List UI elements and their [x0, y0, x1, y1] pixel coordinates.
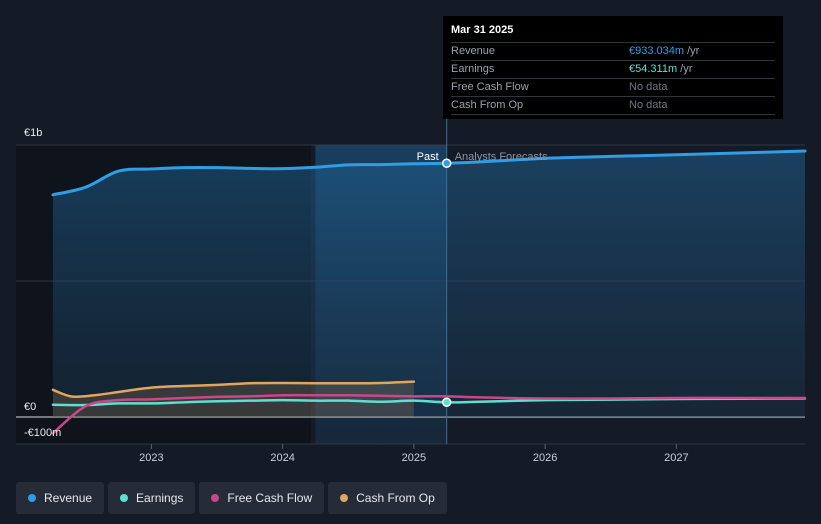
x-tick-label: 2025 — [402, 452, 426, 464]
cash_from_op-line — [51, 380, 416, 399]
tooltip-row-name: Cash From Op — [451, 99, 524, 111]
tooltip-row: Earnings €54.311m /yr — [451, 60, 775, 78]
x-tick-label: 2023 — [139, 452, 163, 464]
tooltip-row-name: Free Cash Flow — [451, 81, 529, 93]
legend-label: Revenue — [44, 491, 93, 505]
legend: Revenue Earnings Free Cash Flow Cash From O… — [16, 482, 447, 514]
legend-item-earnings[interactable]: Earnings — [108, 482, 196, 514]
past-label: Past — [417, 151, 439, 163]
y-tick-label: €1b — [24, 127, 42, 139]
tooltip-row-name: Revenue — [451, 45, 496, 57]
tooltip-row: Cash From Op No data — [451, 96, 775, 115]
tooltip-row: Revenue €933.034m /yr — [451, 42, 775, 60]
x-tick-label: 2027 — [664, 452, 688, 464]
legend-item-revenue[interactable]: Revenue — [16, 482, 105, 514]
y-axis-ticks: €1b €0 -€100m — [24, 127, 61, 439]
highlight-points — [441, 158, 452, 407]
legend-item-cash-from-op[interactable]: Cash From Op — [328, 482, 447, 514]
legend-dot-icon — [211, 494, 220, 502]
revenue-highlight-point — [441, 158, 452, 168]
tooltip-rows: Revenue €933.034m /yr Earnings €54.311m /yr… — [451, 42, 775, 115]
tooltip-panel: Mar 31 2025 Revenue €933.034m /yr Earnings… — [443, 16, 783, 119]
tooltip-row-value: No data — [629, 99, 668, 111]
legend-label: Free Cash Flow — [227, 491, 313, 505]
earnings-highlight-point — [441, 397, 452, 407]
tooltip-row: Free Cash Flow No data — [451, 78, 775, 96]
legend-dot-icon — [28, 494, 36, 502]
revenue-area — [52, 150, 805, 417]
tooltip-row-name: Earnings — [451, 63, 495, 75]
revenue-line — [51, 149, 807, 197]
cash_from_op-area — [52, 381, 414, 417]
legend-label: Earnings — [136, 491, 184, 505]
tooltip-row-value: €54.311m /yr — [629, 63, 693, 75]
x-tick-label: 2024 — [270, 452, 294, 464]
x-axis-ticks: 2023 2024 2025 2026 2027 — [139, 444, 689, 464]
tooltip-date: Mar 31 2025 — [451, 24, 514, 36]
forecast-label: Analysts Forecasts — [455, 151, 548, 163]
y-tick-label: -€100m — [24, 427, 61, 439]
tooltip-row-value: No data — [629, 81, 668, 93]
free_cash_flow-line — [51, 393, 807, 435]
legend-dot-icon — [120, 494, 129, 502]
series-lines — [51, 149, 807, 435]
tooltip-row-value: €933.034m /yr — [629, 45, 700, 57]
legend-label: Cash From Op — [356, 491, 435, 505]
series-areas — [52, 150, 805, 417]
x-tick-label: 2026 — [533, 452, 557, 464]
legend-item-free-cash-flow[interactable]: Free Cash Flow — [199, 482, 325, 514]
legend-dot-icon — [340, 494, 349, 502]
y-tick-label: €0 — [24, 401, 36, 413]
